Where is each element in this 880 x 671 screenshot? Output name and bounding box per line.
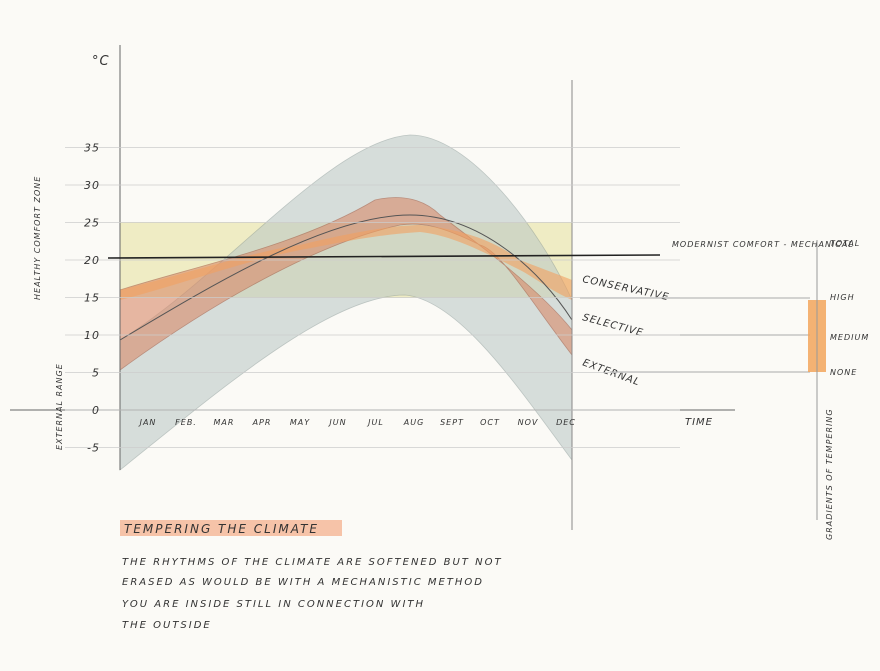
external-label: EXTERNAL <box>581 357 642 388</box>
note-line: YOU ARE INSIDE STILL IN CONNECTION WITH <box>122 599 425 610</box>
modernist-line <box>107 254 661 259</box>
title-highlight <box>120 520 342 536</box>
level: TOTAL <box>830 239 860 248</box>
month-label: APR <box>252 418 272 427</box>
external-range-label: EXTERNAL RANGE <box>55 363 64 450</box>
x-label: TIME <box>685 417 713 428</box>
y-tick-label: 5 <box>92 367 100 380</box>
month-label: JUL <box>366 418 384 427</box>
y-tick-label: 30 <box>84 179 100 192</box>
month-label: OCT <box>480 418 500 427</box>
month-label: MAY <box>290 418 310 427</box>
mean-line <box>119 214 573 341</box>
month-label: JAN <box>138 418 157 427</box>
level: MEDIUM <box>830 333 869 342</box>
y-tick-label: 25 <box>84 217 100 230</box>
month-label: SEPT <box>440 418 464 427</box>
month-label: FEB. <box>175 418 197 427</box>
y-tick-label: 20 <box>84 254 100 267</box>
gradient-title: GRADIENTS OF TEMPERING <box>825 408 834 540</box>
note-line: THE RHYTHMS OF THE CLIMATE ARE SOFTENED … <box>122 557 503 568</box>
level: HIGH <box>830 293 855 302</box>
y-tick-label: -5 <box>87 442 100 455</box>
modernist-label: MODERNIST COMFORT - MECHANICAL <box>672 240 854 249</box>
note-title: TEMPERING THE CLIMATE <box>124 522 319 536</box>
y-unit: °C <box>92 54 110 69</box>
month-label: DEC <box>556 418 576 427</box>
conservative-label: CONSERVATIVE <box>581 274 670 303</box>
note-line: ERASED AS WOULD BE WITH A MECHANISTIC ME… <box>122 577 484 588</box>
month-label: MAR <box>214 418 235 427</box>
y-tick-label: 0 <box>92 404 100 417</box>
month-label: NOV <box>518 418 539 427</box>
comfort-zone-label: HEALTHY COMFORT ZONE <box>33 176 42 300</box>
level: NONE <box>830 368 857 377</box>
y-tick-label: 15 <box>84 292 100 305</box>
conservative-band <box>120 225 572 300</box>
y-tick-label: 10 <box>84 329 100 342</box>
y-tick-label: 35 <box>84 142 100 155</box>
note-line: THE OUTSIDE <box>122 620 212 631</box>
month-label: JUN <box>327 418 346 427</box>
month-label: AUG <box>403 418 425 427</box>
